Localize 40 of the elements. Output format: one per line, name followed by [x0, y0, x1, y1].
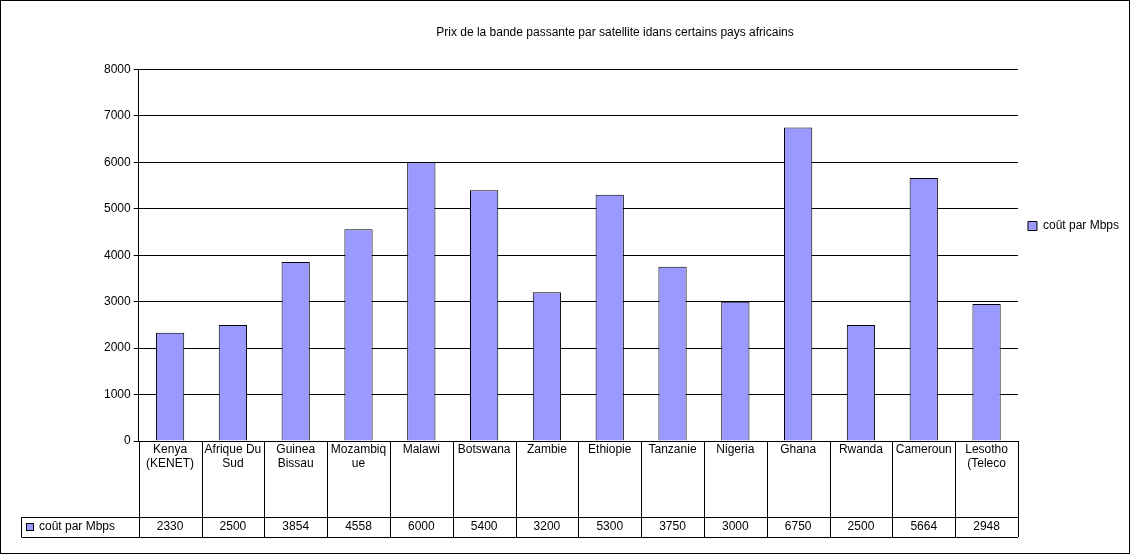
y-tick-label: 6000: [103, 154, 132, 169]
data-label: 5400: [470, 519, 498, 534]
y-tick-label: 2000: [103, 340, 132, 355]
x-tick-label: Afrique Du Sud: [204, 442, 262, 471]
data-label: 6000: [407, 519, 435, 534]
data-label: 2948: [973, 519, 1001, 534]
y-tick-label: 3000: [103, 293, 132, 308]
data-label: 2500: [219, 519, 247, 534]
data-label: 3854: [282, 519, 310, 534]
data-label: 4558: [345, 519, 373, 534]
data-label: 2330: [156, 519, 184, 534]
x-tick-label: Tanzanie: [648, 442, 697, 457]
text: coût par Mbps: [39, 519, 116, 534]
y-tick-label: 1000: [103, 386, 132, 401]
x-tick-label: Botswana: [457, 442, 511, 457]
data-label: 2500: [847, 519, 875, 534]
x-tick-label: Rwanda: [838, 442, 884, 457]
y-tick-label: 8000: [103, 61, 132, 76]
x-tick-label: Ghana: [780, 442, 817, 457]
x-tick-label: Lesotho (Teleco: [965, 442, 1009, 471]
x-tick-label: Nigeria: [716, 442, 755, 457]
legend-label: coût par Mbps: [1042, 218, 1120, 233]
x-tick-label: Mozambique: [330, 442, 387, 471]
x-tick-label: Kenya (KENET): [146, 442, 195, 471]
x-tick-label: Zambie: [526, 442, 568, 457]
data-label: 3200: [533, 519, 561, 534]
data-label: 6750: [784, 519, 812, 534]
data-label: 5300: [596, 519, 624, 534]
x-tick-label: Cameroun: [895, 442, 952, 457]
x-tick-label: Malawi: [402, 442, 440, 457]
data-label: 3750: [659, 519, 687, 534]
chart-title: Prix de la bande passante par satellite idans certains pays africains: [436, 24, 794, 39]
y-tick-label: 0: [124, 433, 132, 448]
y-tick-label: 4000: [103, 247, 132, 262]
y-tick-label: 7000: [103, 108, 132, 123]
y-tick-label: 5000: [103, 201, 132, 216]
x-tick-label: Guinea Bissau: [276, 442, 316, 471]
x-tick-label: Ethiopie: [588, 442, 632, 457]
data-label: 3000: [721, 519, 750, 534]
data-label: 5664: [910, 519, 938, 534]
